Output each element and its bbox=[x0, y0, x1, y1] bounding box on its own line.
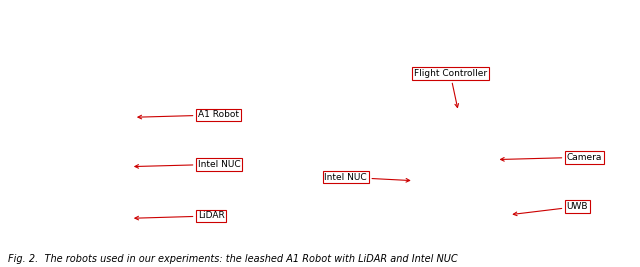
Text: Flight Controller: Flight Controller bbox=[413, 69, 487, 107]
Text: UWB: UWB bbox=[513, 202, 588, 216]
Text: LiDAR: LiDAR bbox=[135, 211, 225, 221]
Text: Fig. 2.  The robots used in our experiments: the leashed A1 Robot with LiDAR and: Fig. 2. The robots used in our experimen… bbox=[8, 254, 458, 264]
Text: Camera: Camera bbox=[500, 153, 602, 162]
Text: Intel NUC: Intel NUC bbox=[135, 160, 241, 169]
Text: A1 Robot: A1 Robot bbox=[138, 111, 239, 119]
Text: Intel NUC: Intel NUC bbox=[324, 173, 410, 182]
